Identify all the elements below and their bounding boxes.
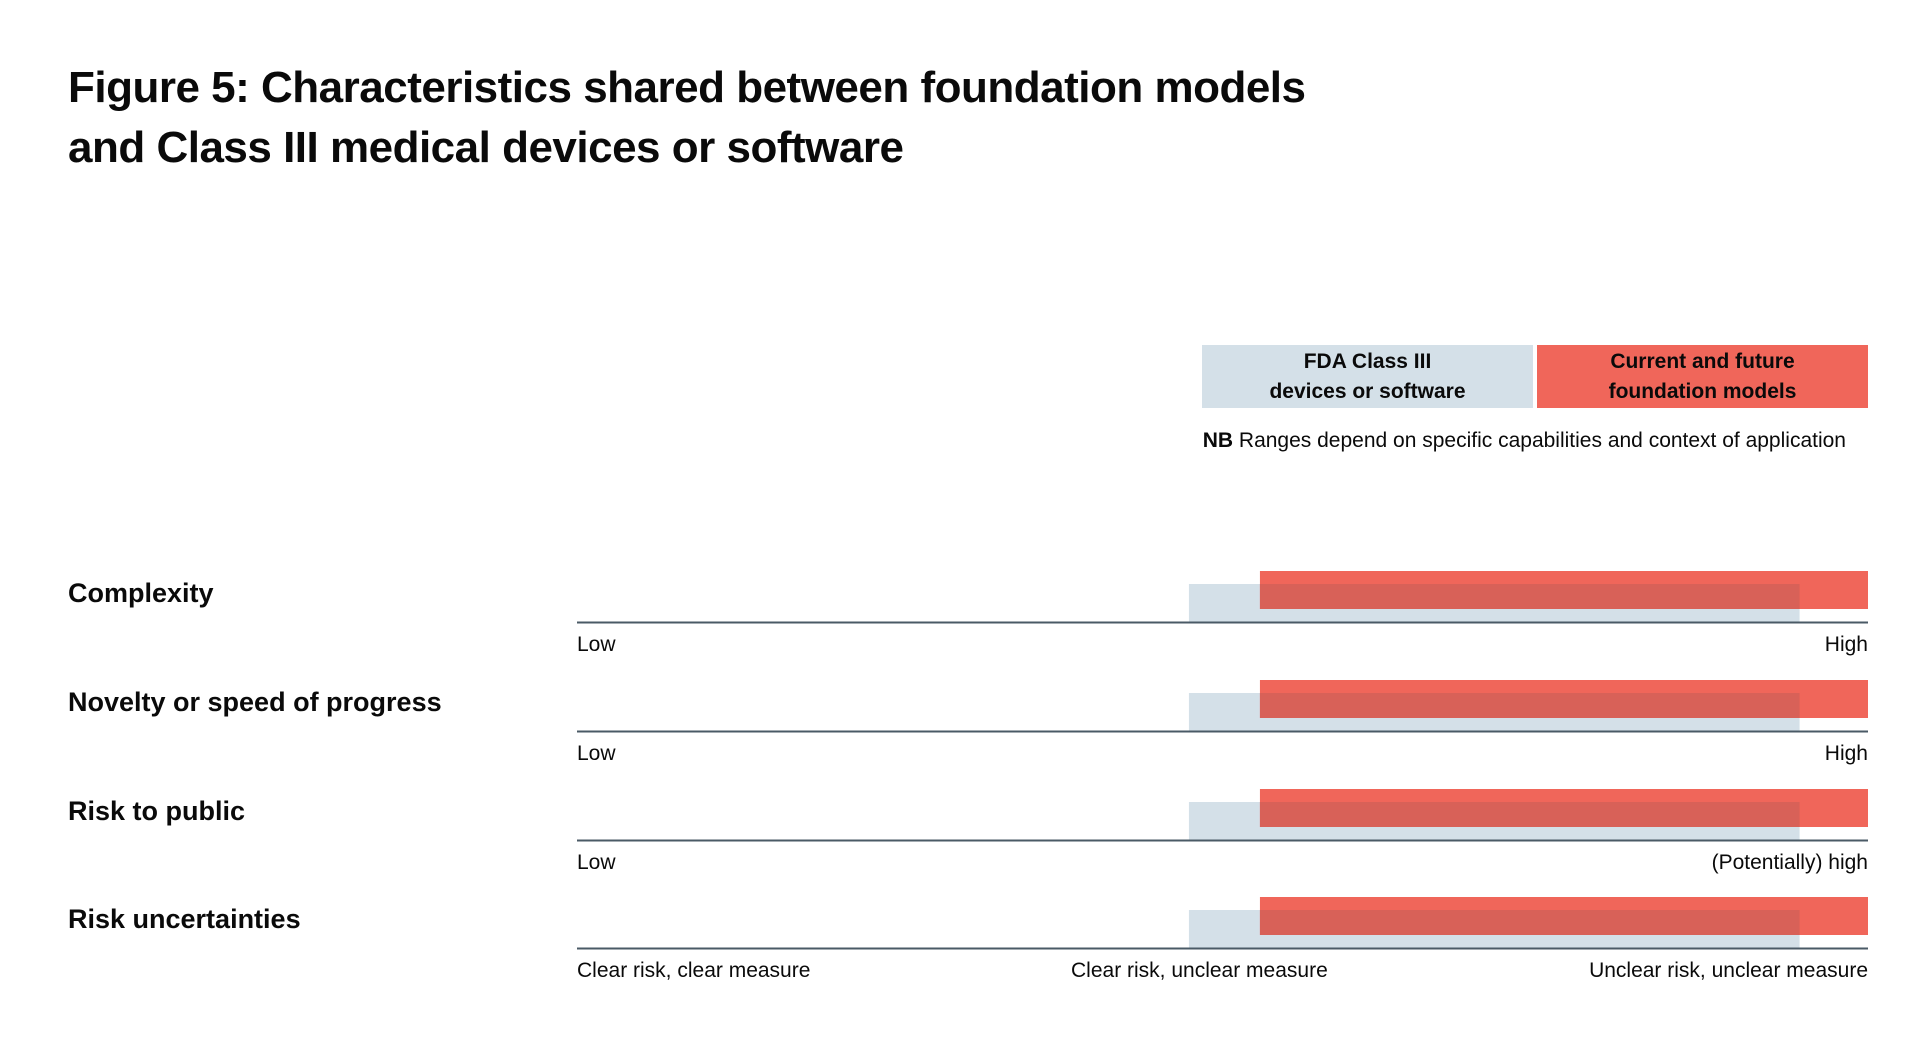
legend-fda-line1: FDA Class III <box>1303 349 1432 373</box>
axis-label-right: (Potentially) high <box>1711 851 1868 874</box>
chart-title-line1: Figure 5: Characteristics shared between… <box>68 63 1306 112</box>
row-label: Risk uncertainties <box>68 904 301 934</box>
axis-label-left: Low <box>577 633 616 656</box>
legend-foundation-line1: Current and future <box>1610 349 1795 373</box>
axis-label-right: High <box>1824 742 1868 765</box>
chart-title: Figure 5: Characteristics shared between… <box>68 58 1468 178</box>
axis-label-middle: Clear risk, unclear measure <box>1071 959 1328 982</box>
overlap-range-bar <box>1259 910 1800 935</box>
legend-fda-class-iii: FDA Class III devices or software <box>1202 345 1533 408</box>
row-label: Novelty or speed of progress <box>68 687 442 717</box>
chart-title-line2: and Class III medical devices or softwar… <box>68 123 904 172</box>
overlap-range-bar <box>1259 693 1800 718</box>
legend-fda-line2: devices or software <box>1269 379 1466 403</box>
row-label: Risk to public <box>68 796 246 826</box>
axis-label-left: Clear risk, clear measure <box>577 959 811 982</box>
overlap-range-bar <box>1259 802 1800 827</box>
range-note: NB Ranges depend on specific capabilitie… <box>1203 429 1846 453</box>
row-label: Complexity <box>68 578 214 608</box>
axis-label-right: High <box>1824 633 1868 656</box>
axis-label-right: Unclear risk, unclear measure <box>1589 959 1868 982</box>
legend-foundation-line2: foundation models <box>1608 379 1797 403</box>
range-note-bold: NB <box>1202 429 1234 452</box>
range-note-text: Ranges depend on specific capabilities a… <box>1233 429 1846 452</box>
axis-label-left: Low <box>577 742 616 765</box>
legend-foundation-models: Current and future foundation models <box>1537 345 1868 408</box>
overlap-range-bar <box>1259 584 1800 609</box>
axis-label-left: Low <box>577 851 616 874</box>
